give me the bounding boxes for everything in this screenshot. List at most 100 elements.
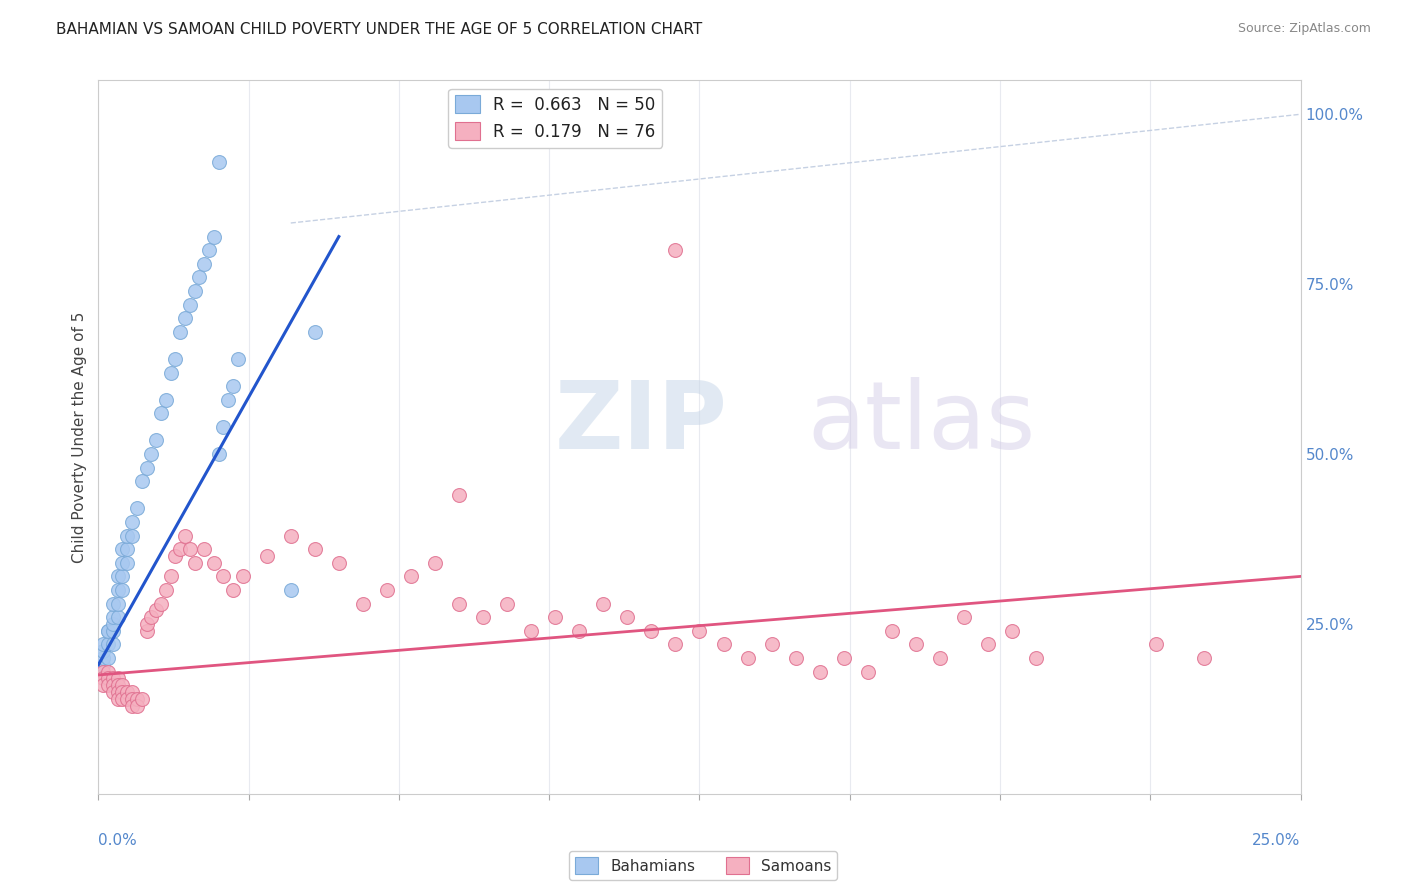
Point — [117, 528, 139, 542]
Point — [808, 665, 831, 679]
Point — [169, 325, 191, 339]
Point — [280, 582, 302, 597]
Point — [472, 610, 495, 624]
Point — [91, 678, 114, 692]
Point — [256, 549, 278, 563]
Point — [111, 678, 134, 692]
Point — [1025, 651, 1047, 665]
Text: Source: ZipAtlas.com: Source: ZipAtlas.com — [1237, 22, 1371, 36]
Point — [117, 542, 139, 557]
Point — [135, 617, 157, 632]
Point — [101, 597, 124, 611]
Point — [856, 665, 879, 679]
Text: atlas: atlas — [807, 376, 1036, 469]
Point — [304, 542, 326, 557]
Point — [183, 556, 205, 570]
Legend: R =  0.663   N = 50, R =  0.179   N = 76: R = 0.663 N = 50, R = 0.179 N = 76 — [449, 88, 662, 147]
Point — [592, 597, 614, 611]
Legend: Bahamians, Samoans: Bahamians, Samoans — [569, 851, 837, 880]
Point — [208, 447, 231, 461]
Point — [97, 671, 120, 685]
Point — [193, 542, 215, 557]
Point — [174, 528, 197, 542]
Point — [423, 556, 446, 570]
Point — [165, 549, 187, 563]
Point — [165, 351, 187, 366]
Point — [111, 685, 134, 699]
Point — [111, 691, 134, 706]
Point — [91, 665, 114, 679]
Point — [544, 610, 567, 624]
Point — [155, 392, 177, 407]
Point — [107, 610, 129, 624]
Text: 25.0%: 25.0% — [1253, 833, 1301, 848]
Point — [280, 528, 302, 542]
Point — [111, 569, 134, 583]
Point — [97, 624, 120, 638]
Point — [193, 257, 215, 271]
Point — [640, 624, 662, 638]
Point — [121, 528, 143, 542]
Point — [202, 229, 225, 244]
Point — [121, 698, 143, 713]
Point — [91, 644, 114, 658]
Point — [101, 624, 124, 638]
Point — [447, 488, 470, 502]
Point — [953, 610, 976, 624]
Point — [183, 284, 205, 298]
Point — [141, 447, 163, 461]
Point — [91, 657, 114, 672]
Point — [689, 624, 711, 638]
Point — [737, 651, 759, 665]
Point — [149, 597, 172, 611]
Point — [664, 243, 686, 257]
Point — [97, 665, 120, 679]
Point — [212, 420, 235, 434]
Point — [616, 610, 638, 624]
Point — [904, 637, 927, 651]
Point — [145, 603, 167, 617]
Point — [145, 434, 167, 448]
Point — [121, 691, 143, 706]
Point — [121, 685, 143, 699]
Point — [117, 691, 139, 706]
Point — [117, 685, 139, 699]
Point — [107, 569, 129, 583]
Point — [188, 270, 211, 285]
Point — [97, 624, 120, 638]
Point — [880, 624, 903, 638]
Point — [111, 582, 134, 597]
Point — [101, 610, 124, 624]
Point — [208, 154, 231, 169]
Point — [97, 651, 120, 665]
Point — [328, 556, 350, 570]
Point — [97, 637, 120, 651]
Point — [91, 637, 114, 651]
Point — [1194, 651, 1216, 665]
Point — [1001, 624, 1024, 638]
Point — [107, 597, 129, 611]
Point — [149, 406, 172, 420]
Point — [107, 685, 129, 699]
Point — [174, 311, 197, 326]
Point — [155, 582, 177, 597]
Y-axis label: Child Poverty Under the Age of 5: Child Poverty Under the Age of 5 — [72, 311, 87, 563]
Point — [222, 582, 245, 597]
Point — [125, 691, 148, 706]
Point — [785, 651, 807, 665]
Point — [101, 685, 124, 699]
Point — [107, 678, 129, 692]
Point — [101, 637, 124, 651]
Text: BAHAMIAN VS SAMOAN CHILD POVERTY UNDER THE AGE OF 5 CORRELATION CHART: BAHAMIAN VS SAMOAN CHILD POVERTY UNDER T… — [56, 22, 703, 37]
Text: 0.0%: 0.0% — [98, 833, 138, 848]
Point — [159, 569, 181, 583]
Point — [399, 569, 422, 583]
Point — [121, 515, 143, 529]
Point — [977, 637, 1000, 651]
Point — [125, 698, 148, 713]
Point — [496, 597, 519, 611]
Point — [304, 325, 326, 339]
Point — [232, 569, 254, 583]
Point — [117, 556, 139, 570]
Point — [107, 671, 129, 685]
